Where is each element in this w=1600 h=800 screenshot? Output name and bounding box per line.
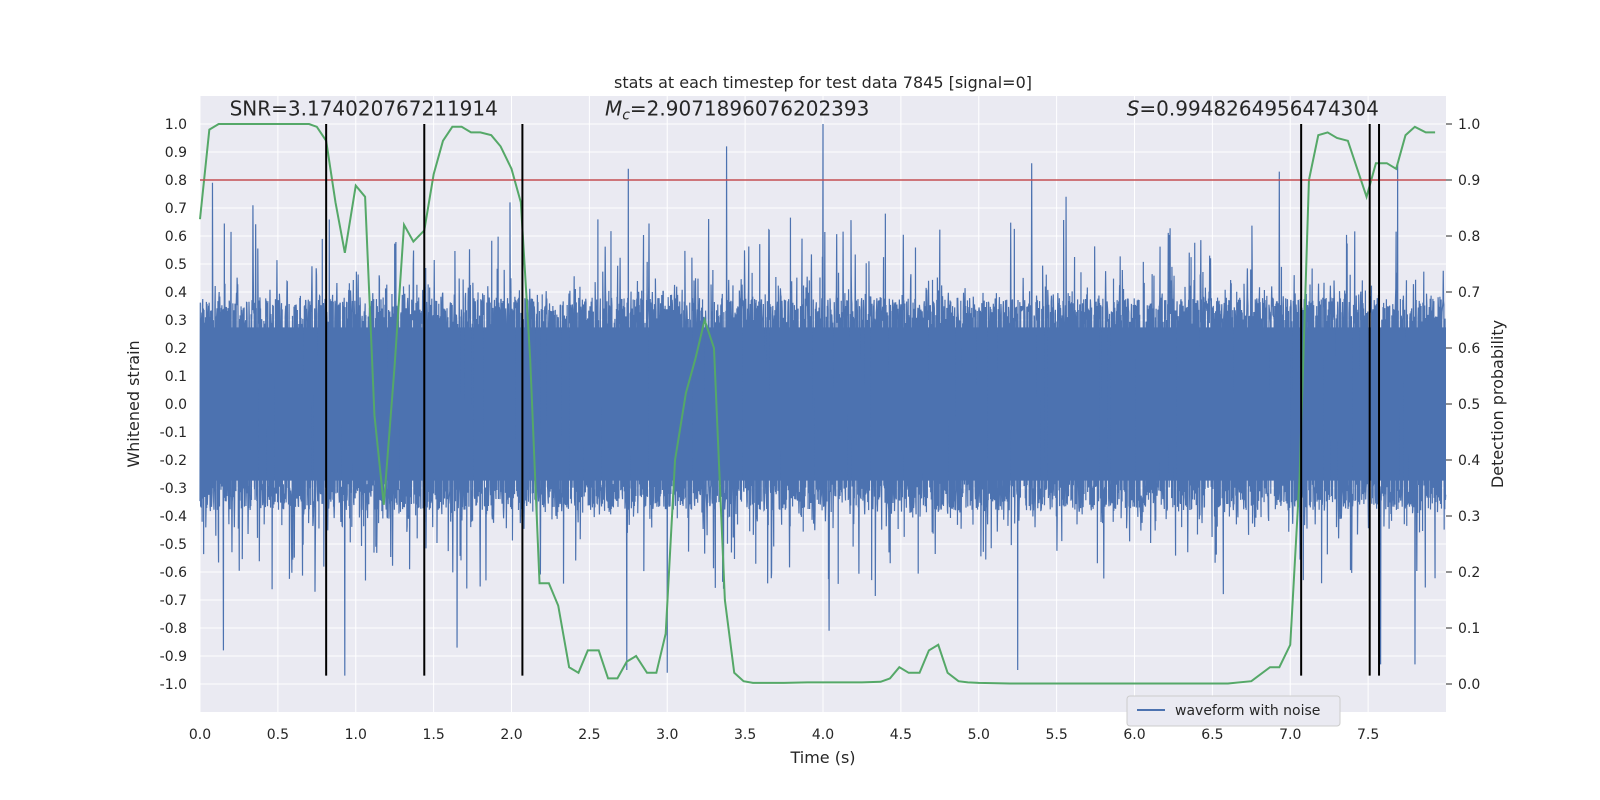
- y-tick-label: 0.4: [165, 285, 187, 301]
- x-tick-label: 5.0: [968, 727, 990, 743]
- y2-tick-label: 1.0: [1458, 117, 1480, 133]
- x-axis-label: Time (s): [789, 748, 855, 767]
- x-tick-label: 5.5: [1045, 727, 1067, 743]
- y-tick-label: 0.2: [165, 341, 187, 357]
- x-tick-label: 1.0: [345, 727, 367, 743]
- y2-tick-label: 0.7: [1458, 285, 1480, 301]
- x-tick-labels: 0.0 0.5 1.0 1.5 2.0 2.5 3.0 3.5 4.0 4.5 5.0 5.5 6.0 6…: [189, 727, 1379, 743]
- y2-tick-label: 0.9: [1458, 173, 1480, 189]
- y2-tick-labels: 0.0 0.1 0.2 0.3 0.4 0.5 0.6 0.7 0.8 0.9 1.0: [1446, 117, 1480, 693]
- series-detection-probability: [199, 123, 1436, 685]
- annotation-plain: SNR=3.174020767211914: [230, 97, 498, 121]
- legend-box: [1126, 695, 1341, 727]
- y-tick-label: -1.0: [160, 677, 187, 693]
- x-tick-label: 2.5: [578, 727, 600, 743]
- series-waveform-with-noise: [199, 123, 1447, 676]
- x-tick-label: 6.0: [1123, 727, 1145, 743]
- legend-label: waveform with noise: [1175, 703, 1320, 719]
- x-tick-label: 0.0: [189, 727, 211, 743]
- y-tick-label: 0.7: [165, 201, 187, 217]
- y-tick-label: -0.7: [160, 593, 187, 609]
- y2-tick-label: 0.2: [1458, 565, 1480, 581]
- annotations: SNR=3.174020767211914 Mc=2.90718960762023…: [230, 97, 1379, 124]
- y2-tick-label: 0.1: [1458, 621, 1480, 637]
- y2-axis-label: Detection probability: [1488, 320, 1507, 488]
- y-tick-label: -0.9: [160, 649, 187, 665]
- y-tick-label: -0.1: [160, 425, 187, 441]
- legend: waveform with noise: [1126, 695, 1341, 727]
- annotation-s: S=0.9948264956474304: [1127, 97, 1379, 121]
- y2-tick-label: 0.5: [1458, 397, 1480, 413]
- probability-line: [199, 123, 1436, 685]
- y-tick-label: 0.3: [165, 313, 187, 329]
- y-tick-label: -0.2: [160, 453, 187, 469]
- y-tick-label: 0.1: [165, 369, 187, 385]
- y2-tick-label: 0.8: [1458, 229, 1480, 245]
- y2-tick-label: 0.4: [1458, 453, 1480, 469]
- x-tick-label: 3.5: [734, 727, 756, 743]
- y-tick-labels: -1.0 -0.9 -0.8 -0.7 -0.6 -0.5 -0.4 -0.3 -0.2 -0.1…: [160, 117, 187, 693]
- y2-tick-label: 0.3: [1458, 509, 1480, 525]
- y-tick-label: 0.8: [165, 173, 187, 189]
- x-tick-label: 4.0: [812, 727, 834, 743]
- y-tick-label: 0.5: [165, 257, 187, 273]
- x-tick-label: 6.5: [1201, 727, 1223, 743]
- y-tick-label: 1.0: [165, 117, 187, 133]
- x-tick-label: 1.5: [422, 727, 444, 743]
- y-tick-label: -0.5: [160, 537, 187, 553]
- detection-markers: [325, 124, 1381, 676]
- y2-tick-label: 0.0: [1458, 677, 1480, 693]
- y2-tick-label: 0.6: [1458, 341, 1480, 357]
- y-tick-label: -0.4: [160, 509, 187, 525]
- y-tick-label: 0.0: [165, 397, 187, 413]
- y-tick-label: -0.8: [160, 621, 187, 637]
- chart-title: stats at each timestep for test data 784…: [614, 73, 1032, 92]
- x-tick-label: 2.0: [500, 727, 522, 743]
- noise-line: [199, 123, 1447, 676]
- x-tick-label: 3.0: [656, 727, 678, 743]
- x-tick-label: 0.5: [267, 727, 289, 743]
- x-tick-label: 7.0: [1279, 727, 1301, 743]
- x-tick-label: 7.5: [1357, 727, 1379, 743]
- y-tick-label: 0.9: [165, 145, 187, 161]
- y-axis-label: Whitened strain: [124, 340, 143, 467]
- y-tick-label: -0.6: [160, 565, 187, 581]
- y-tick-label: -0.3: [160, 481, 187, 497]
- x-tick-label: 4.5: [890, 727, 912, 743]
- y-tick-label: 0.6: [165, 229, 187, 245]
- annotation-mc: Mc=2.9071896076202393: [605, 97, 869, 124]
